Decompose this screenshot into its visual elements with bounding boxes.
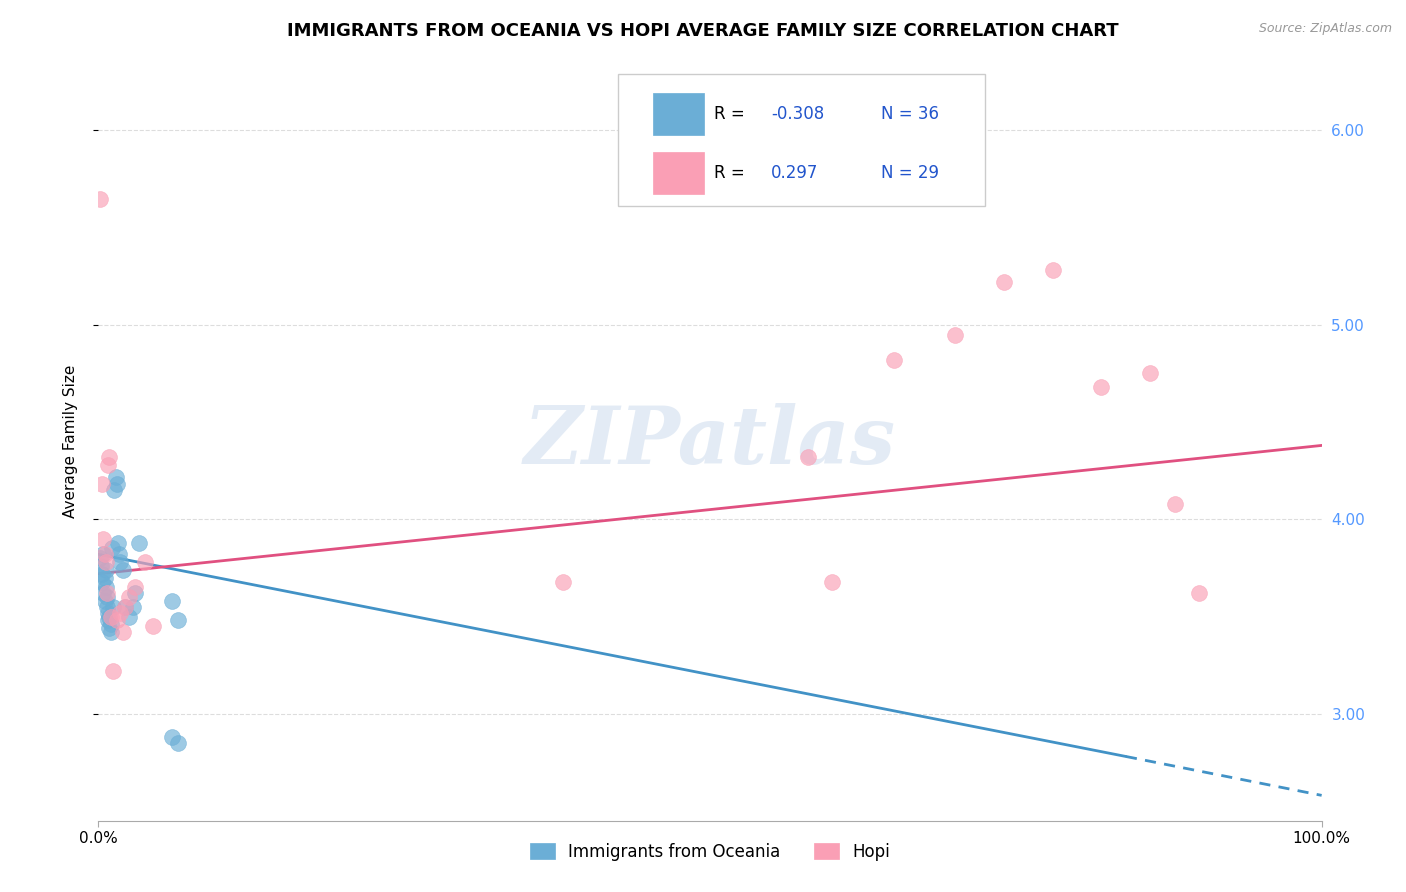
Point [96, 590, 118, 604]
Text: IMMIGRANTS FROM OCEANIA VS HOPI AVERAGE FAMILY SIZE CORRELATION CHART: IMMIGRANTS FROM OCEANIA VS HOPI AVERAGE … [287, 22, 1119, 40]
Text: Source: ZipAtlas.com: Source: ZipAtlas.com [1258, 22, 1392, 36]
Point [118, 590, 141, 604]
Point [993, 275, 1015, 289]
Point [1188, 586, 1211, 600]
Point [1042, 263, 1064, 277]
Point [553, 574, 575, 589]
Point [118, 609, 141, 624]
Point [114, 599, 136, 614]
Point [160, 730, 183, 744]
Point [101, 541, 124, 556]
Point [96, 586, 118, 600]
Point [111, 625, 134, 640]
Point [89, 192, 111, 206]
Point [105, 614, 128, 628]
Point [167, 736, 190, 750]
Point [97, 606, 120, 620]
Point [134, 555, 156, 569]
Point [91, 566, 114, 581]
Point [90, 558, 112, 573]
Point [128, 535, 150, 549]
Point [91, 477, 114, 491]
Point [94, 555, 117, 569]
Point [160, 594, 183, 608]
Point [98, 450, 121, 464]
Point [98, 609, 121, 624]
Point [114, 599, 136, 614]
Point [124, 586, 146, 600]
Text: N = 29: N = 29 [882, 164, 939, 182]
Point [94, 580, 117, 594]
Point [104, 469, 127, 483]
Point [110, 606, 132, 620]
Point [101, 599, 124, 614]
Point [167, 614, 190, 628]
Point [1164, 497, 1187, 511]
Point [103, 483, 125, 497]
Point [108, 547, 131, 561]
Point [97, 614, 120, 628]
Point [91, 586, 114, 600]
Point [1090, 380, 1112, 394]
Point [883, 352, 905, 367]
Text: R =: R = [714, 105, 749, 123]
Point [93, 594, 115, 608]
Text: R =: R = [714, 164, 749, 182]
Point [97, 458, 120, 472]
Point [91, 574, 114, 589]
Y-axis label: Average Family Size: Average Family Size [63, 365, 77, 518]
Point [821, 574, 844, 589]
Point [91, 532, 114, 546]
Point [943, 327, 966, 342]
FancyBboxPatch shape [652, 94, 704, 136]
Text: -0.308: -0.308 [772, 105, 824, 123]
Point [100, 609, 122, 624]
FancyBboxPatch shape [652, 153, 704, 194]
Legend: Immigrants from Oceania, Hopi: Immigrants from Oceania, Hopi [522, 835, 898, 869]
Text: N = 36: N = 36 [882, 105, 939, 123]
Point [110, 555, 132, 569]
Point [96, 599, 118, 614]
Point [1139, 367, 1161, 381]
Text: ZIPatlas: ZIPatlas [524, 403, 896, 480]
Point [100, 625, 122, 640]
Point [124, 580, 146, 594]
Point [105, 477, 128, 491]
Point [89, 551, 111, 566]
Point [98, 621, 121, 635]
FancyBboxPatch shape [619, 74, 986, 207]
Point [94, 563, 117, 577]
Point [100, 617, 122, 632]
Point [111, 563, 134, 577]
Point [91, 547, 114, 561]
Point [121, 599, 143, 614]
Point [101, 664, 124, 678]
Point [107, 535, 129, 549]
Point [142, 619, 165, 633]
Text: 0.297: 0.297 [772, 164, 818, 182]
Point [93, 571, 115, 585]
Point [93, 547, 115, 561]
Point [797, 450, 820, 464]
